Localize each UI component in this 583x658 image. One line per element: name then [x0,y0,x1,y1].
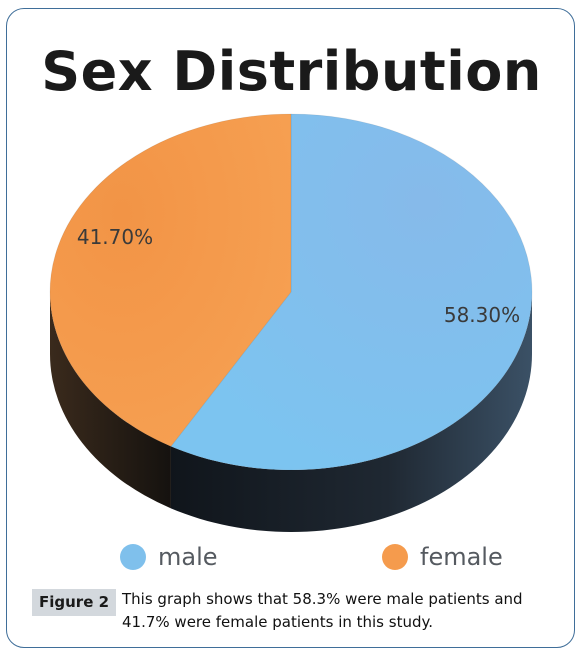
pie-slice-female [49,113,292,447]
data-label-female: 41.70% [77,225,153,249]
pie-side-male [170,292,533,532]
legend-label-female: female [420,543,503,571]
legend-item-male: male [120,540,218,574]
data-label-male: 58.30% [444,303,520,327]
pie-slice-male [170,113,533,471]
chart-title: Sex Distribution [41,40,542,103]
legend-swatch-male [120,544,146,570]
legend-item-female: female [382,540,503,574]
pie-chart: 58.30% 41.70% [49,113,533,532]
pie-side-female [50,292,171,509]
legend-label-male: male [158,543,218,571]
caption-text: This graph shows that 58.3% were male pa… [122,590,523,631]
legend-swatch-female [382,544,408,570]
figure-label: Figure 2 [32,589,117,616]
